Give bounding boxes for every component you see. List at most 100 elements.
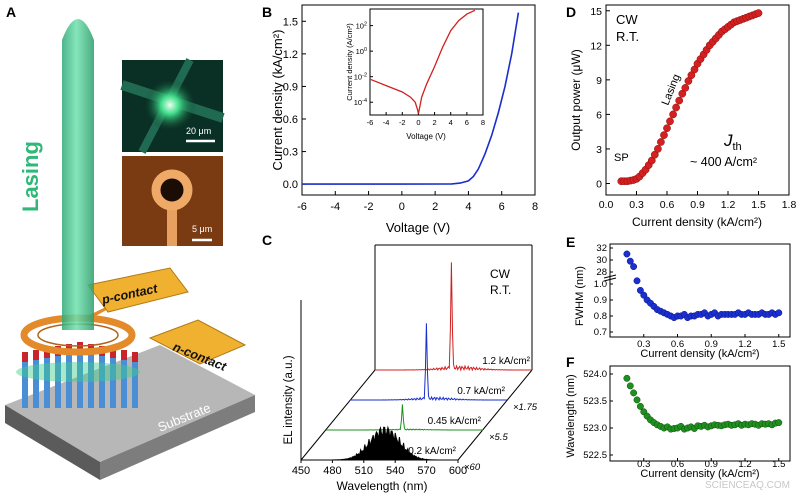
inset-ytick-base: 10 (356, 22, 364, 31)
d-point (657, 138, 665, 146)
scale-label-bottom: 5 μm (192, 224, 212, 234)
b-xtick-label: 2 (432, 201, 438, 213)
jth-symbol: J (723, 131, 733, 150)
d-point (754, 9, 763, 17)
panel-e-ylabel: FWHM (nm) (574, 266, 586, 326)
e-ytick-label: 0.7 (594, 327, 607, 338)
jth-value: ~ 400 A/cm² (690, 155, 757, 169)
e-point (640, 291, 648, 299)
panel-b: B -6 -4 -2 0 2 4 6 8 0.0 0.3 0.6 0.9 1.2 1.5 Voltage … (262, 4, 538, 235)
c-trace-line (326, 404, 483, 431)
nanowire-cap (121, 350, 127, 360)
substrate-front (5, 405, 100, 480)
e-xtick-label: 1.5 (772, 339, 785, 350)
panel-b-letter: B (262, 4, 272, 20)
f-xtick-label: 1.2 (738, 459, 751, 470)
e-axis-break-2 (603, 277, 617, 282)
p-contact-pad (87, 267, 189, 313)
e-point (775, 309, 783, 317)
panel-d-ylabel: Output power (μW) (569, 49, 583, 151)
f-point (626, 382, 634, 390)
panel-d-annotation-1: CW (616, 12, 638, 27)
n-contact-pad (148, 319, 247, 365)
nanowire (55, 356, 61, 408)
nanowire (22, 362, 28, 408)
inset-ytick-label: 102 (356, 22, 367, 31)
inset-series-line (369, 9, 476, 114)
d-ytick-label: 0 (596, 178, 602, 190)
b-ytick-label: 1.5 (283, 16, 298, 28)
nanowire (66, 354, 72, 408)
d-point (681, 84, 690, 92)
d-xtick-label: 0.9 (690, 199, 705, 211)
f-xtick-label: 1.5 (772, 459, 785, 470)
inset-ytick-exponent: -4 (362, 98, 367, 104)
panel-c-letter: C (262, 232, 272, 248)
c-depth-axis (300, 369, 376, 461)
b-xtick-label: -4 (330, 201, 340, 213)
e-point (636, 286, 644, 294)
b-xtick-label: -2 (364, 201, 374, 213)
f-ytick-label: 522.5 (583, 450, 607, 461)
b-ytick-label: 0.0 (283, 179, 298, 191)
f-point (623, 374, 631, 382)
emission-glow (16, 362, 140, 382)
c-trace-multiplier: ×5.5 (489, 432, 508, 443)
nanowire (77, 352, 83, 408)
c-trace-multiplier: ×1.75 (513, 402, 538, 413)
c-xtick-label: 570 (417, 465, 435, 477)
f-xtick-label: 0.9 (705, 459, 718, 470)
d-ytick-label: 6 (596, 109, 602, 121)
d-xtick-label: 1.8 (782, 199, 797, 211)
inset-xtick-label: 8 (481, 118, 485, 127)
nanowire (110, 358, 116, 408)
panel-c-annotation-1: CW (490, 267, 511, 281)
panel-b-frame (301, 4, 536, 196)
panel-b-plot: -6 -4 -2 0 2 4 6 8 0.0 0.3 0.6 0.9 1.2 1.5 (283, 12, 538, 213)
b-xtick-label: 4 (465, 201, 471, 213)
inset-ytick-base: 10 (354, 73, 362, 82)
panel-f-frame (609, 365, 791, 462)
sp-label: SP (614, 152, 629, 164)
panel-c-annotation-2: R.T. (490, 283, 511, 297)
e-ytick-label: 1.0 (594, 279, 607, 290)
nanowire-cap (33, 350, 39, 360)
d-point (666, 117, 674, 126)
panel-d-annotation-2: R.T. (616, 29, 639, 44)
nanowire (88, 354, 94, 408)
d-point (663, 124, 671, 133)
panel-f: F 0.3 0.6 0.9 1.2 1.5 522.5 523.0 523.5 524.0 Cu… (565, 354, 791, 480)
inset-ylabel: Current density (A/cm²) (345, 23, 354, 101)
inset-ytick-base: 10 (354, 98, 362, 107)
inset-xtick-label: -4 (383, 118, 390, 127)
panel-d-xlabel: Current density (kA/cm²) (632, 215, 762, 229)
panel-e-xlabel: Current density (kA/cm²) (640, 348, 759, 360)
inset-ytick-label: 10-4 (354, 98, 367, 107)
e-point (633, 277, 641, 285)
micrograph-bottom-ring (151, 169, 193, 211)
e-point (623, 250, 631, 258)
e-ytick-label: 28 (596, 267, 607, 278)
c-xtick-label: 510 (355, 465, 373, 477)
jth-sub: th (733, 141, 742, 153)
panel-c-zlabel: EL intensity (a.u.) (283, 355, 295, 444)
panel-d-letter: D (566, 4, 576, 20)
nanowire-cap (110, 348, 116, 358)
c-trace-line (350, 323, 507, 402)
f-ytick-label: 523.5 (583, 396, 607, 407)
watermark: SCIENCEAQ.COM (705, 480, 790, 491)
e-point (626, 257, 634, 265)
e-ytick-label: 0.8 (594, 311, 607, 322)
inset-xtick-label: 2 (432, 118, 436, 127)
e-ytick-label: 32 (596, 243, 607, 254)
b-ytick-label: 0.6 (283, 114, 298, 126)
inset-xtick-label: 4 (449, 118, 453, 127)
nanowire (44, 358, 50, 408)
panel-f-ylabel: Wavelength (nm) (565, 374, 577, 457)
f-ytick-label: 523.0 (583, 423, 607, 434)
